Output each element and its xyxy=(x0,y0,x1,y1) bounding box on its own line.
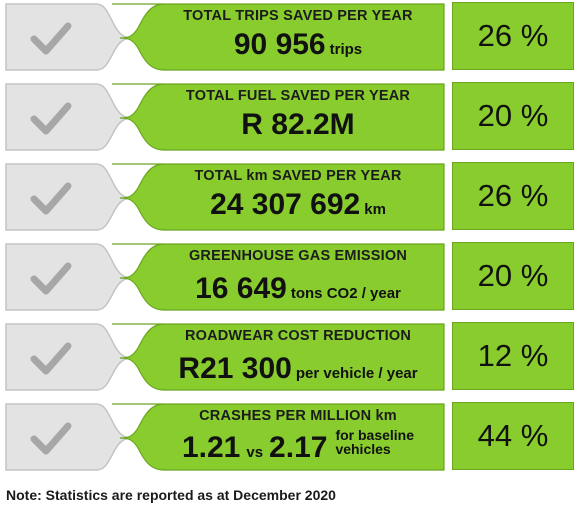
stat-value-line: 90 956 trips xyxy=(152,28,444,62)
stat-row: TOTAL TRIPS SAVED PER YEAR 90 956 trips 26 … xyxy=(4,2,576,72)
check-icon xyxy=(30,422,72,455)
stat-label: TOTAL FUEL SAVED PER YEAR xyxy=(185,88,411,104)
stat-unit: km xyxy=(364,201,386,218)
check-icon xyxy=(30,262,72,295)
check-icon xyxy=(30,22,72,55)
stat-row: ROADWEAR COST REDUCTION R21 300 per vehicl… xyxy=(4,322,576,392)
check-icon xyxy=(30,342,72,375)
percent-box: 44 % xyxy=(452,402,574,470)
stat-unit: per vehicle / year xyxy=(295,365,418,382)
stat-value: 16 649 xyxy=(195,272,287,305)
stat-unit-line1: for baseline xyxy=(335,427,415,443)
row-banner-shape xyxy=(5,243,445,311)
percent-box: 20 % xyxy=(452,242,574,310)
percent-box: 26 % xyxy=(452,2,574,70)
stat-unit: tons CO2 / year xyxy=(290,285,401,302)
stat-value: R21 300 xyxy=(178,352,292,385)
check-icon xyxy=(30,102,72,135)
stat-label: GREENHOUSE GAS EMISSION xyxy=(188,248,408,264)
stat-value-line: R21 300 per vehicle / year xyxy=(152,352,444,386)
stat-value: 90 956 xyxy=(233,28,326,61)
stat-value-line: 16 649 tons CO2 / year xyxy=(152,272,444,306)
percent-box: 26 % xyxy=(452,162,574,230)
stat-row: GREENHOUSE GAS EMISSION 16 649 tons CO2 / … xyxy=(4,242,576,312)
stat-unit: trips xyxy=(329,41,363,58)
stat-vs: vs xyxy=(246,444,264,461)
stat-value-line: 24 307 692 km xyxy=(152,188,444,222)
row-banner-shape xyxy=(5,83,445,151)
stat-label: CRASHES PER MILLION km xyxy=(199,408,397,424)
stat-value-baseline: 2.17 xyxy=(269,431,328,464)
stat-row: CRASHES PER MILLION km 1.21 vs 2.17 for base… xyxy=(4,402,576,472)
stat-label: TOTAL TRIPS SAVED PER YEAR xyxy=(183,8,413,24)
stat-value-line: 1.21 vs 2.17 for baseline vehicles xyxy=(152,428,444,465)
stat-value-line: R 82.2M xyxy=(152,108,444,142)
stat-unit-baseline: for baseline vehicles xyxy=(335,428,414,456)
stat-unit-line2: vehicles xyxy=(335,441,391,457)
row-banner-shape xyxy=(5,163,445,231)
percent-box: 20 % xyxy=(452,82,574,150)
footnote: Note: Statistics are reported as at Dece… xyxy=(6,487,336,503)
stat-value: R 82.2M xyxy=(241,108,355,141)
stat-value: 24 307 692 xyxy=(210,188,361,221)
stat-label: ROADWEAR COST REDUCTION xyxy=(184,328,412,344)
stat-label: TOTAL km SAVED PER YEAR xyxy=(194,168,402,184)
row-banner-shape xyxy=(5,3,445,71)
row-banner-shape xyxy=(5,403,445,471)
stat-row: TOTAL km SAVED PER YEAR 24 307 692 km 26 % xyxy=(4,162,576,232)
percent-box: 12 % xyxy=(452,322,574,390)
check-icon xyxy=(30,182,72,215)
stat-value: 1.21 xyxy=(181,431,241,464)
stat-row: TOTAL FUEL SAVED PER YEAR R 82.2M 20 % xyxy=(4,82,576,152)
row-banner-shape xyxy=(5,323,445,391)
